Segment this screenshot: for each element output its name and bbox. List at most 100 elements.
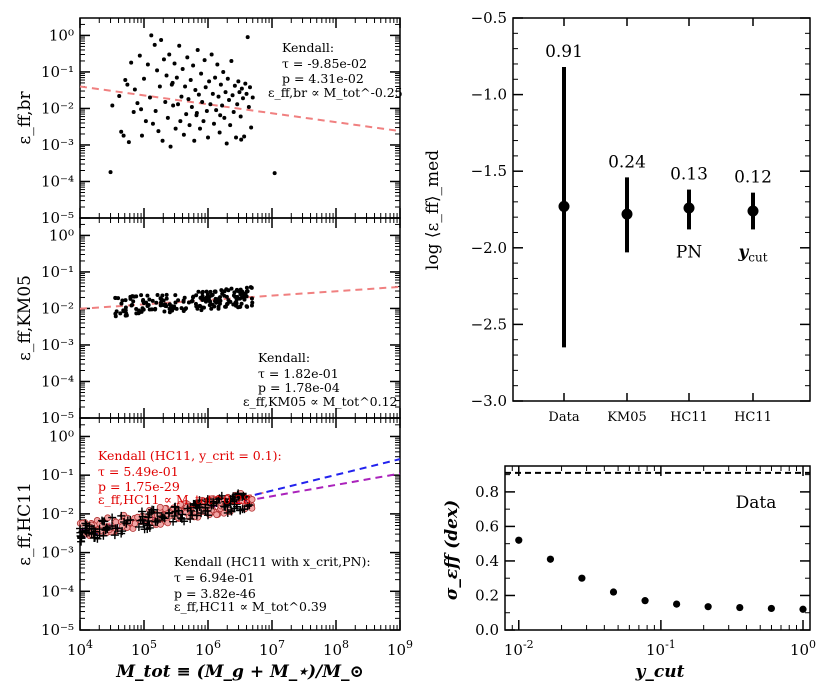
x-tick-base: 10 xyxy=(646,641,665,659)
panel-hc11-xlabel: M_tot ≡ (M_g + M_⋆)/M_⊙ xyxy=(115,662,364,682)
y-tick-label: 10⁻¹ xyxy=(41,263,74,281)
data-point xyxy=(187,123,192,128)
data-point xyxy=(157,84,162,89)
data-point xyxy=(218,295,223,300)
hc11-circle-point xyxy=(213,511,221,519)
data-point xyxy=(244,91,249,96)
data-point xyxy=(174,75,179,80)
hc11-cross-point xyxy=(108,513,117,522)
data-point xyxy=(164,292,169,297)
y-tick-label: 0.8 xyxy=(475,483,499,501)
hc11-cross-point xyxy=(138,515,147,524)
data-point xyxy=(195,47,200,52)
sigma-point xyxy=(767,604,775,613)
data-point xyxy=(230,93,235,98)
data-point xyxy=(162,309,167,314)
x-tick-exp: -1 xyxy=(665,638,676,651)
hc11-cross-point xyxy=(209,499,218,508)
panel-br-ylabel: ε_ff,br xyxy=(15,91,35,145)
data-point xyxy=(150,298,155,303)
x-category-label: Data xyxy=(548,410,579,425)
data-point xyxy=(120,298,125,303)
data-point xyxy=(191,63,196,68)
sub-label-sub: cut xyxy=(748,250,767,264)
hc11-cross-point xyxy=(140,525,149,534)
data-point xyxy=(192,138,197,143)
data-point xyxy=(239,137,244,142)
hc11-cross-point xyxy=(233,502,242,511)
hc11-cross-point xyxy=(157,512,166,521)
data-point xyxy=(164,296,169,301)
data-point xyxy=(142,76,146,81)
panel-km05: 10⁰ 10⁻¹ 10⁻² 10⁻³ 10⁻⁴ 10⁻⁵ ε_ff,KM05 Kendal… xyxy=(15,217,401,427)
data-point xyxy=(249,296,254,301)
data-point xyxy=(167,310,172,315)
hc11-cross-point xyxy=(81,519,90,528)
data-point xyxy=(119,301,124,306)
hc11-cross-point xyxy=(145,521,154,530)
y-tick-label: 10⁻² xyxy=(41,299,74,317)
hc11-cross-point xyxy=(240,505,249,514)
hc11-cross-point xyxy=(195,496,204,505)
data-point xyxy=(247,85,252,90)
data-point xyxy=(130,294,135,299)
x-category-label: HC11 xyxy=(670,410,708,425)
panel-km05-marks xyxy=(79,285,401,319)
x-category-label: KM05 xyxy=(607,410,647,425)
sigma-point xyxy=(704,603,712,611)
data-point xyxy=(208,299,213,304)
data-point xyxy=(236,79,241,84)
panel-br-yticks: 10⁰ 10⁻¹ 10⁻² 10⁻³ 10⁻⁴ 10⁻⁵ xyxy=(41,17,401,227)
sigma-point xyxy=(609,588,618,596)
y-tick-label: −3.0 xyxy=(471,392,507,410)
data-point xyxy=(156,129,161,134)
data-point xyxy=(216,304,221,309)
y-tick-label: 10⁻² xyxy=(41,505,74,523)
data-point xyxy=(248,285,253,290)
data-point xyxy=(222,293,227,298)
data-point xyxy=(139,293,144,298)
fit-line xyxy=(79,85,401,133)
x-tick-exp: 4 xyxy=(86,638,93,651)
y-tick-label: −2.5 xyxy=(471,315,507,333)
x-tick-label: 104 xyxy=(67,638,93,659)
data-point xyxy=(170,304,175,309)
hc11-cross-point xyxy=(159,513,168,522)
data-point xyxy=(144,300,149,305)
data-point xyxy=(229,58,234,63)
panel-br-ann-title: Kendall: xyxy=(282,40,334,55)
x-tick-base: 10 xyxy=(131,641,150,659)
data-point xyxy=(204,109,209,114)
x-tick-label: 106 xyxy=(195,638,221,659)
panel-median-frame xyxy=(512,17,811,402)
data-point xyxy=(147,307,152,312)
data-point xyxy=(146,302,151,307)
panel-br: 10⁰ 10⁻¹ 10⁻² 10⁻³ 10⁻⁴ 10⁻⁵ ε_ff,br Kendall:… xyxy=(15,17,403,227)
data-point xyxy=(250,95,255,100)
x-tick-exp: 8 xyxy=(342,638,349,651)
hc11-cross-point xyxy=(164,509,173,518)
panel-km05-frame xyxy=(79,217,401,419)
data-point xyxy=(176,298,181,303)
hc11-cross-point xyxy=(171,507,180,516)
panel-km05-ann-tau: τ = 1.82e-01 xyxy=(258,366,339,381)
hc11-cross-point xyxy=(117,529,126,538)
y-tick-label: 10⁻¹ xyxy=(41,63,74,81)
data-point xyxy=(235,102,240,107)
data-point xyxy=(236,289,241,294)
data-point xyxy=(189,104,194,109)
data-point xyxy=(195,306,200,311)
data-point xyxy=(213,75,218,80)
data-point xyxy=(207,79,212,84)
data-point xyxy=(196,92,201,97)
data-point xyxy=(179,306,184,311)
median-point xyxy=(621,208,633,220)
hc11-cross-point xyxy=(170,512,179,521)
hc11-red-fit: ε_ff,HC11 ∝ M_tot^0.28 xyxy=(98,492,251,507)
data-point xyxy=(239,301,244,306)
y-tick-label: 0.6 xyxy=(475,517,499,535)
data-point xyxy=(246,104,251,109)
hc11-red-tau: τ = 5.49e-01 xyxy=(98,464,179,479)
data-point xyxy=(224,141,229,146)
hc11-cross-point xyxy=(82,528,91,537)
